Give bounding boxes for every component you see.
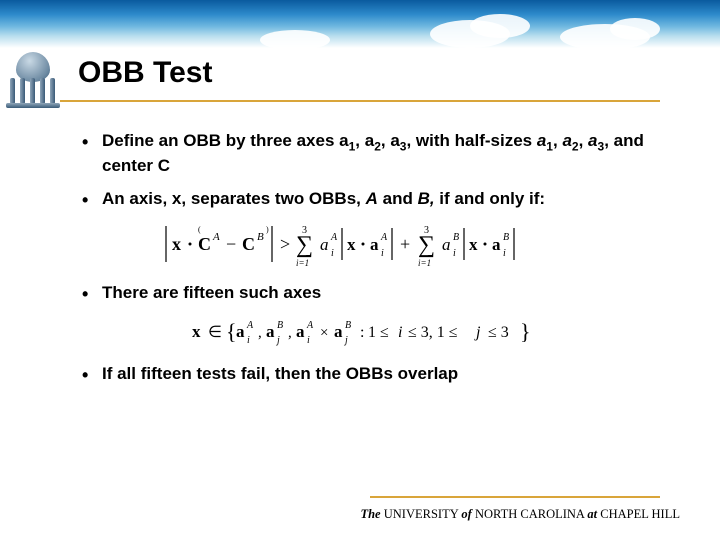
svg-text:x: x — [347, 235, 356, 254]
text: and — [378, 189, 418, 208]
text: UNIVERSITY — [381, 507, 462, 521]
text: , with half-sizes — [406, 131, 536, 150]
old-well-icon — [6, 50, 60, 110]
bullet-1: Define an OBB by three axes a1, a2, a3, … — [78, 130, 668, 178]
svg-text:B: B — [277, 320, 283, 331]
sub: 2 — [572, 139, 579, 153]
svg-text:−: − — [226, 234, 236, 254]
text: B, — [418, 189, 435, 208]
sub: 2 — [374, 139, 381, 153]
svg-text:C: C — [242, 234, 255, 254]
svg-text:≤ 3, 1 ≤: ≤ 3, 1 ≤ — [408, 324, 458, 341]
text: The — [360, 507, 380, 521]
svg-text:B: B — [503, 232, 509, 243]
text: , — [579, 131, 588, 150]
svg-text:i: i — [453, 248, 456, 259]
svg-text:i=1: i=1 — [418, 258, 431, 268]
text: , a — [381, 131, 400, 150]
text: CHAPEL HILL — [597, 507, 680, 521]
svg-text:i: i — [247, 335, 250, 346]
text: a — [537, 131, 546, 150]
svg-text:A: A — [330, 232, 338, 243]
text: NORTH CAROLINA — [472, 507, 588, 521]
bullet-3: There are fifteen such axes — [78, 282, 668, 305]
svg-text:A: A — [246, 320, 254, 331]
svg-text:a: a — [492, 235, 501, 254]
svg-text:B: B — [257, 231, 264, 243]
svg-text:a: a — [296, 322, 305, 341]
text: , a — [355, 131, 374, 150]
svg-text:a: a — [370, 235, 379, 254]
svg-text:i: i — [331, 248, 334, 259]
svg-text:,: , — [288, 325, 292, 341]
footer-line — [370, 496, 660, 498]
formula-2: x ∈ { a A i , a B j , a A i × a B j : 1 … — [78, 315, 668, 349]
text: a — [562, 131, 571, 150]
svg-text:i: i — [503, 248, 506, 259]
svg-text:{: { — [226, 319, 237, 344]
content-area: Define an OBB by three axes a1, a2, a3, … — [78, 130, 668, 396]
svg-text:a: a — [266, 322, 275, 341]
svg-text:a: a — [334, 322, 343, 341]
svg-text:j: j — [474, 324, 481, 341]
bullet-4: If all fifteen tests fail, then the OBBs… — [78, 363, 668, 386]
text: a — [588, 131, 597, 150]
svg-text:B: B — [345, 320, 351, 331]
footer-text: The UNIVERSITY of NORTH CAROLINA at CHAP… — [360, 507, 680, 522]
svg-text:j: j — [275, 335, 280, 346]
svg-text:1 ≤: 1 ≤ — [368, 324, 389, 341]
svg-text:A: A — [380, 232, 388, 243]
svg-text:,: , — [258, 325, 262, 341]
svg-text:i=1: i=1 — [296, 258, 309, 268]
svg-text:x: x — [172, 234, 181, 254]
svg-text:C: C — [198, 234, 211, 254]
svg-text:≤ 3: ≤ 3 — [488, 324, 509, 341]
svg-text:}: } — [520, 319, 531, 344]
svg-text:(: ( — [198, 225, 201, 234]
header-clouds — [0, 0, 720, 48]
text: A — [366, 189, 378, 208]
svg-text:a: a — [236, 322, 245, 341]
svg-text:a: a — [442, 235, 451, 254]
svg-text:+: + — [400, 234, 410, 254]
svg-text::: : — [360, 324, 364, 341]
svg-text:∈: ∈ — [208, 324, 222, 341]
svg-text:x: x — [469, 235, 478, 254]
sub: 1 — [546, 139, 553, 153]
title-underline — [60, 100, 660, 102]
svg-text:): ) — [266, 225, 269, 234]
svg-text:A: A — [212, 231, 220, 243]
svg-text:a: a — [320, 235, 329, 254]
svg-text:A: A — [306, 320, 314, 331]
formula-1: x ( C A − C B ) > 3 ∑ i=1 a A i x a A i … — [78, 220, 668, 268]
svg-text:∑: ∑ — [418, 232, 435, 258]
text: An axis, x, separates two OBBs, — [102, 189, 366, 208]
text: Define an OBB by three axes a — [102, 131, 349, 150]
text: of — [461, 507, 471, 521]
svg-text:x: x — [192, 322, 201, 341]
svg-text:B: B — [453, 232, 459, 243]
svg-text:>: > — [280, 234, 290, 254]
svg-text:i: i — [307, 335, 310, 346]
svg-text:i: i — [398, 324, 402, 341]
svg-text:i: i — [381, 248, 384, 259]
svg-text:∑: ∑ — [296, 232, 313, 258]
text: if and only if: — [435, 189, 546, 208]
slide-title: OBB Test — [78, 56, 212, 90]
text: at — [587, 507, 597, 521]
svg-text:j: j — [343, 335, 348, 346]
svg-text:×: × — [320, 325, 328, 341]
bullet-2: An axis, x, separates two OBBs, A and B,… — [78, 188, 668, 211]
